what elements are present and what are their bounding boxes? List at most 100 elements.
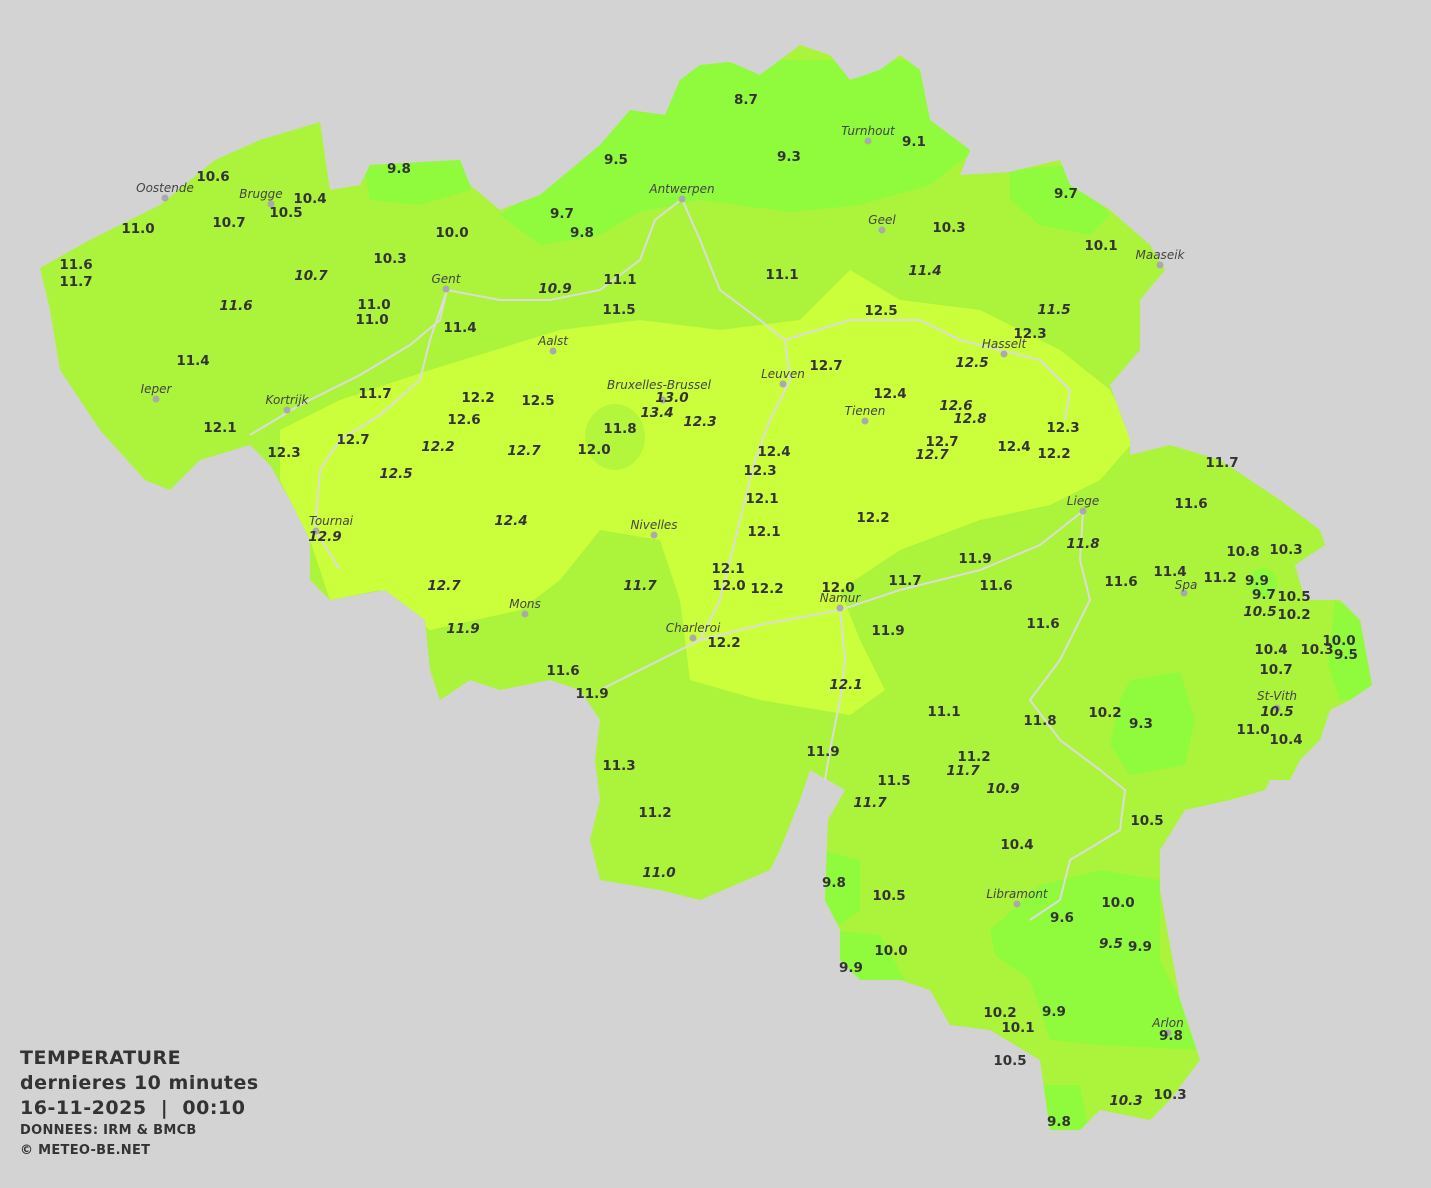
temperature-reading: 11.0 — [1236, 722, 1269, 738]
temperature-reading: 12.7 — [336, 432, 369, 448]
city-label: Leuven — [761, 367, 805, 381]
city-label: Charleroi — [666, 621, 721, 635]
city-dot — [1156, 261, 1164, 269]
temperature-reading: 11.7 — [1205, 455, 1238, 471]
temperature-reading: 12.2 — [421, 439, 454, 455]
temperature-reading: 9.5 — [604, 152, 628, 168]
city-label: Bruxelles-Brussel — [607, 378, 712, 392]
temperature-reading: 12.4 — [873, 386, 906, 402]
temperature-reading: 12.7 — [925, 434, 958, 450]
temperature-reading: 12.4 — [757, 444, 790, 460]
temperature-reading: 11.6 — [1104, 574, 1137, 590]
river-4 — [824, 607, 847, 781]
city-dot — [161, 194, 169, 202]
temperature-reading: 12.3 — [1046, 420, 1079, 436]
map-subtitle: dernieres 10 minutes — [20, 1072, 259, 1094]
temperature-reading: 10.6 — [196, 169, 229, 185]
temperature-reading: 12.1 — [203, 420, 236, 436]
temperature-reading: 11.4 — [176, 353, 209, 369]
temperature-reading: 10.2 — [1088, 705, 1121, 721]
city-dot — [1180, 589, 1188, 597]
temperature-reading: 10.4 — [1269, 732, 1302, 748]
temperature-reading: 11.5 — [877, 773, 910, 789]
temperature-reading: 12.5 — [521, 393, 554, 409]
temperature-reading: 11.2 — [957, 749, 990, 765]
temperature-reading: 12.7 — [427, 578, 461, 594]
city-label: Nivelles — [630, 518, 677, 532]
temperature-reading: 11.2 — [638, 805, 671, 821]
temperature-reading: 10.4 — [1000, 837, 1033, 853]
city-dot — [1164, 1029, 1172, 1037]
temperature-reading: 11.5 — [602, 302, 635, 318]
temperature-reading: 12.7 — [507, 443, 541, 459]
temperature-reading: 12.0 — [712, 578, 745, 594]
temperature-reading: 11.8 — [603, 421, 636, 437]
temperature-reading: 12.4 — [997, 439, 1030, 455]
warm-zone-central — [280, 270, 1135, 715]
cold-zone-hautes-fagnes — [1110, 672, 1195, 775]
temperature-reading: 12.5 — [379, 466, 412, 482]
temperature-reading: 11.6 — [1174, 496, 1207, 512]
temperature-reading: 11.0 — [121, 221, 154, 237]
city-dot — [878, 226, 886, 234]
river-1 — [313, 289, 448, 571]
temperature-reading: 9.7 — [550, 206, 574, 222]
cold-zone-spa-east — [1249, 568, 1277, 598]
temperature-reading: 11.3 — [602, 758, 635, 774]
temperature-reading: 12.1 — [711, 561, 744, 577]
data-source: DONNEES: IRM & BMCB — [20, 1123, 197, 1138]
temperature-reading: 12.5 — [864, 303, 897, 319]
temperature-reading: 12.3 — [1013, 326, 1046, 342]
temperature-reading: 11.4 — [1153, 564, 1186, 580]
city-label: Maaseik — [1136, 248, 1186, 262]
temperature-reading: 9.3 — [777, 149, 801, 165]
temperature-reading: 11.4 — [443, 320, 476, 336]
temperature-reading: 11.6 — [1026, 616, 1059, 632]
temperature-reading: 12.2 — [461, 390, 494, 406]
temperature-reading: 10.5 — [872, 888, 905, 904]
temperature-reading: 9.9 — [1042, 1004, 1066, 1020]
temperature-reading: 11.1 — [765, 267, 798, 283]
city-label: Libramont — [986, 887, 1049, 901]
city-label: Tournai — [309, 514, 354, 528]
temperature-reading: 12.2 — [750, 581, 783, 597]
temperature-reading: 11.7 — [623, 578, 657, 594]
cold-zone-maaseik — [1010, 165, 1110, 235]
city-label: Namur — [820, 591, 862, 605]
temperature-reading: 10.0 — [435, 225, 468, 241]
cold-zone-north — [500, 60, 975, 245]
temperature-reading: 11.9 — [446, 621, 479, 637]
city-dot — [779, 380, 787, 388]
city-label: Oostende — [136, 181, 194, 195]
city-label: Turnhout — [841, 124, 896, 138]
temperature-reading: 10.5 — [1130, 813, 1163, 829]
temperature-reading: 10.3 — [1269, 542, 1302, 558]
temperature-reading: 9.5 — [1099, 936, 1123, 952]
cold-zone-ardennes — [990, 870, 1200, 1050]
map-datetime: 16-11-2025 | 00:10 — [20, 1097, 246, 1119]
city-dot — [861, 417, 869, 425]
temperature-reading: 12.1 — [747, 524, 780, 540]
temperature-reading: 11.6 — [219, 298, 252, 314]
temperature-reading: 12.3 — [743, 463, 776, 479]
river-5 — [784, 319, 1072, 421]
city-dot — [442, 285, 450, 293]
temperature-reading: 9.3 — [1129, 716, 1153, 732]
city-dot — [678, 195, 686, 203]
temperature-reading: 9.6 — [1050, 910, 1074, 926]
city-dot — [864, 137, 872, 145]
temperature-reading: 9.5 — [1334, 647, 1358, 663]
temperature-reading: 9.8 — [570, 225, 594, 241]
temperature-reading: 12.1 — [829, 677, 862, 693]
river-0 — [249, 198, 683, 436]
city-dot — [1079, 507, 1087, 515]
temperature-reading: 12.0 — [577, 442, 610, 458]
city-dot — [1000, 350, 1008, 358]
temperature-reading: 10.5 — [1260, 704, 1293, 720]
temperature-reading: 11.9 — [871, 623, 904, 639]
temperature-reading: 12.6 — [939, 398, 972, 414]
cold-zone-semois — [820, 850, 860, 925]
temperature-reading: 11.9 — [806, 744, 839, 760]
temperature-reading: 10.7 — [1259, 662, 1292, 678]
